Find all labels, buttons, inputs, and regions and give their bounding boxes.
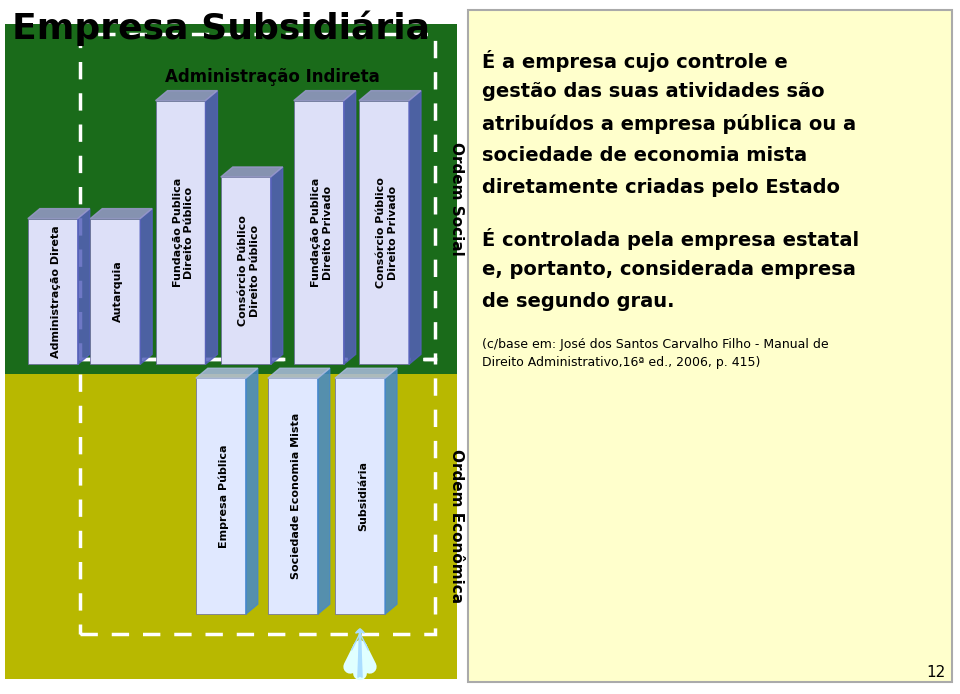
Text: Ordem Econômica: Ordem Econômica (448, 450, 464, 604)
Polygon shape (90, 209, 152, 219)
FancyBboxPatch shape (468, 10, 952, 682)
FancyBboxPatch shape (156, 101, 205, 364)
Text: Administração Direta: Administração Direta (51, 225, 60, 358)
Polygon shape (271, 167, 282, 364)
FancyBboxPatch shape (335, 378, 385, 614)
Text: de segundo grau.: de segundo grau. (482, 292, 675, 311)
Polygon shape (78, 209, 89, 364)
Text: Empresa Pública: Empresa Pública (219, 444, 229, 548)
FancyBboxPatch shape (294, 101, 344, 364)
FancyBboxPatch shape (5, 374, 457, 679)
Polygon shape (246, 369, 257, 614)
FancyBboxPatch shape (268, 378, 318, 614)
Polygon shape (28, 209, 89, 219)
Polygon shape (294, 91, 356, 101)
Polygon shape (318, 369, 330, 614)
Text: (c/base em: José dos Santos Carvalho Filho - Manual de: (c/base em: José dos Santos Carvalho Fil… (482, 338, 828, 351)
Polygon shape (385, 369, 397, 614)
Text: Subsidiária: Subsidiária (358, 462, 368, 531)
Text: Sociedade Economia Mista: Sociedade Economia Mista (291, 413, 300, 579)
Polygon shape (409, 91, 421, 364)
Text: diretamente criadas pelo Estado: diretamente criadas pelo Estado (482, 178, 840, 197)
Polygon shape (221, 167, 282, 177)
Polygon shape (268, 369, 330, 378)
FancyBboxPatch shape (359, 101, 409, 364)
FancyArrowPatch shape (351, 634, 369, 673)
Text: e, portanto, considerada empresa: e, portanto, considerada empresa (482, 260, 856, 279)
Text: Fundação Publica
Direito Público: Fundação Publica Direito Público (173, 178, 194, 287)
Polygon shape (335, 369, 397, 378)
FancyBboxPatch shape (90, 219, 140, 364)
Text: sociedade de economia mista: sociedade de economia mista (482, 146, 807, 165)
Text: Fundação Publica
Direito Privado: Fundação Publica Direito Privado (311, 178, 332, 287)
Text: Consórcio Público
Direito Público: Consórcio Público Direito Público (238, 215, 259, 326)
Polygon shape (140, 209, 152, 364)
Polygon shape (359, 91, 421, 101)
FancyBboxPatch shape (5, 24, 457, 374)
Text: É controlada pela empresa estatal: É controlada pela empresa estatal (482, 228, 859, 250)
Polygon shape (156, 91, 217, 101)
Text: Ordem Social: Ordem Social (448, 142, 464, 256)
Text: atribuídos a empresa pública ou a: atribuídos a empresa pública ou a (482, 114, 856, 134)
Text: Administração Indireta: Administração Indireta (165, 68, 380, 86)
FancyBboxPatch shape (196, 378, 246, 614)
Text: Direito Administrativo,16ª ed., 2006, p. 415): Direito Administrativo,16ª ed., 2006, p.… (482, 356, 760, 369)
Text: 12: 12 (926, 665, 946, 680)
Text: gestão das suas atividades são: gestão das suas atividades são (482, 82, 825, 101)
Text: Empresa Subsidiária: Empresa Subsidiária (12, 10, 430, 46)
Polygon shape (196, 369, 257, 378)
FancyBboxPatch shape (28, 219, 78, 364)
Text: Consórcio Público
Direito Privado: Consórcio Público Direito Privado (376, 177, 397, 288)
Polygon shape (344, 91, 356, 364)
FancyBboxPatch shape (221, 177, 271, 364)
Text: É a empresa cujo controle e: É a empresa cujo controle e (482, 50, 788, 72)
Text: Autarquia: Autarquia (113, 261, 123, 322)
Polygon shape (205, 91, 217, 364)
